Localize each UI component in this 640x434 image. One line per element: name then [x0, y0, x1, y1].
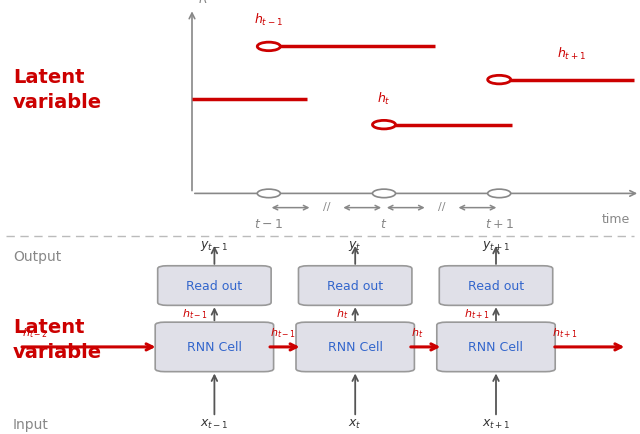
Text: $x_{t+1}$: $x_{t+1}$ [482, 417, 510, 430]
Text: RNN Cell: RNN Cell [468, 341, 524, 354]
Text: $h_{t+1}$: $h_{t+1}$ [557, 46, 586, 62]
Text: $h_{t+1}$: $h_{t+1}$ [464, 307, 490, 320]
Text: time: time [602, 213, 630, 226]
Text: $h_{t-2}$: $h_{t-2}$ [22, 326, 48, 339]
Text: $h_{t-1}$: $h_{t-1}$ [271, 326, 296, 339]
FancyBboxPatch shape [157, 266, 271, 306]
Text: Read out: Read out [186, 279, 243, 293]
Text: $x_t$: $x_t$ [349, 417, 362, 430]
FancyBboxPatch shape [155, 322, 274, 372]
Text: Read out: Read out [468, 279, 524, 293]
Text: $h_{t+1}$: $h_{t+1}$ [552, 326, 578, 339]
Text: $t$: $t$ [380, 217, 388, 230]
Circle shape [257, 190, 280, 198]
Text: $x_{t-1}$: $x_{t-1}$ [200, 417, 228, 430]
Text: $h_t$: $h_t$ [337, 307, 349, 320]
Circle shape [372, 121, 396, 130]
Text: RNN Cell: RNN Cell [328, 341, 383, 354]
Text: //: // [438, 202, 445, 212]
FancyBboxPatch shape [296, 322, 415, 372]
Text: $R^d$: $R^d$ [198, 0, 216, 7]
Text: //: // [323, 202, 330, 212]
Text: $h_{t-1}$: $h_{t-1}$ [182, 307, 208, 320]
Circle shape [372, 190, 396, 198]
Text: $y_{t+1}$: $y_{t+1}$ [482, 239, 510, 253]
Text: RNN Cell: RNN Cell [187, 341, 242, 354]
Text: $h_t$: $h_t$ [412, 326, 424, 339]
FancyBboxPatch shape [437, 322, 555, 372]
Text: $h_{t-1}$: $h_{t-1}$ [254, 12, 284, 28]
Text: $h_t$: $h_t$ [377, 90, 391, 106]
Text: Read out: Read out [327, 279, 383, 293]
FancyBboxPatch shape [439, 266, 553, 306]
Text: Output: Output [13, 249, 61, 263]
Text: $y_{t-1}$: $y_{t-1}$ [200, 239, 228, 253]
Circle shape [257, 43, 280, 52]
Circle shape [488, 76, 511, 85]
Text: $t-1$: $t-1$ [254, 217, 284, 230]
Text: Latent
variable: Latent variable [13, 68, 102, 112]
FancyBboxPatch shape [298, 266, 412, 306]
Text: Latent
variable: Latent variable [13, 317, 102, 361]
Circle shape [488, 190, 511, 198]
Text: Input: Input [13, 417, 49, 431]
Text: $t+1$: $t+1$ [484, 217, 514, 230]
Text: $y_t$: $y_t$ [349, 239, 362, 253]
